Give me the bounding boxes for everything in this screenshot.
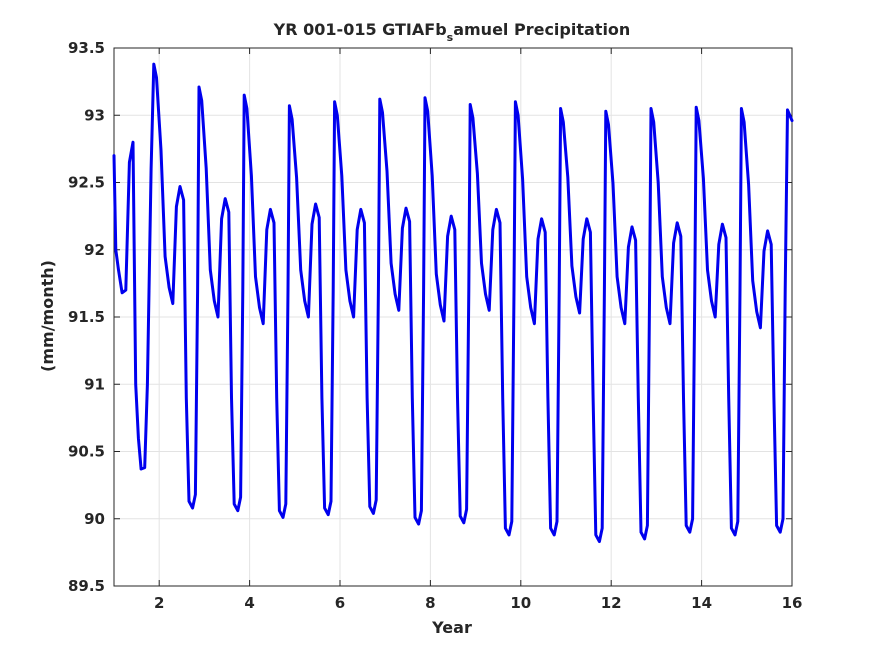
y-tick-labels: 89.5 90 90.5 91 91.5 92 92.5 93 93.5 <box>68 39 105 595</box>
x-tick-label: 10 <box>510 594 531 612</box>
x-tick-label: 12 <box>601 594 622 612</box>
grid <box>114 47 793 587</box>
y-tick-label: 92.5 <box>68 174 105 192</box>
chart-title: YR 001-015 GTIAFbsamuel Precipitation <box>273 20 631 44</box>
chart-title-end: amuel Precipitation <box>453 20 630 39</box>
y-tick-label: 90 <box>84 510 105 528</box>
y-tick-label: 93 <box>84 106 105 124</box>
x-tick-label: 4 <box>244 594 254 612</box>
precipitation-series-line <box>112 62 794 544</box>
y-axis-label: (mm/month) <box>38 260 57 372</box>
x-tick-labels: 2 4 6 8 10 12 14 16 <box>154 594 802 612</box>
x-tick-label: 6 <box>335 594 345 612</box>
y-tick-label: 91.5 <box>68 308 105 326</box>
y-tick-label: 90.5 <box>68 443 105 461</box>
x-tick-label: 2 <box>154 594 164 612</box>
series <box>112 62 794 544</box>
y-tick-label: 93.5 <box>68 39 105 57</box>
y-tick-label: 92 <box>84 241 105 259</box>
y-tick-label: 89.5 <box>68 577 105 595</box>
chart-title-subscript: s <box>447 31 454 44</box>
x-tick-label: 8 <box>425 594 435 612</box>
chart-title-main: YR 001-015 GTIAFb <box>273 20 447 39</box>
y-tick-label: 91 <box>84 375 105 393</box>
x-tick-label: 16 <box>782 594 803 612</box>
x-tick-label: 14 <box>691 594 712 612</box>
x-axis-label: Year <box>431 618 472 637</box>
